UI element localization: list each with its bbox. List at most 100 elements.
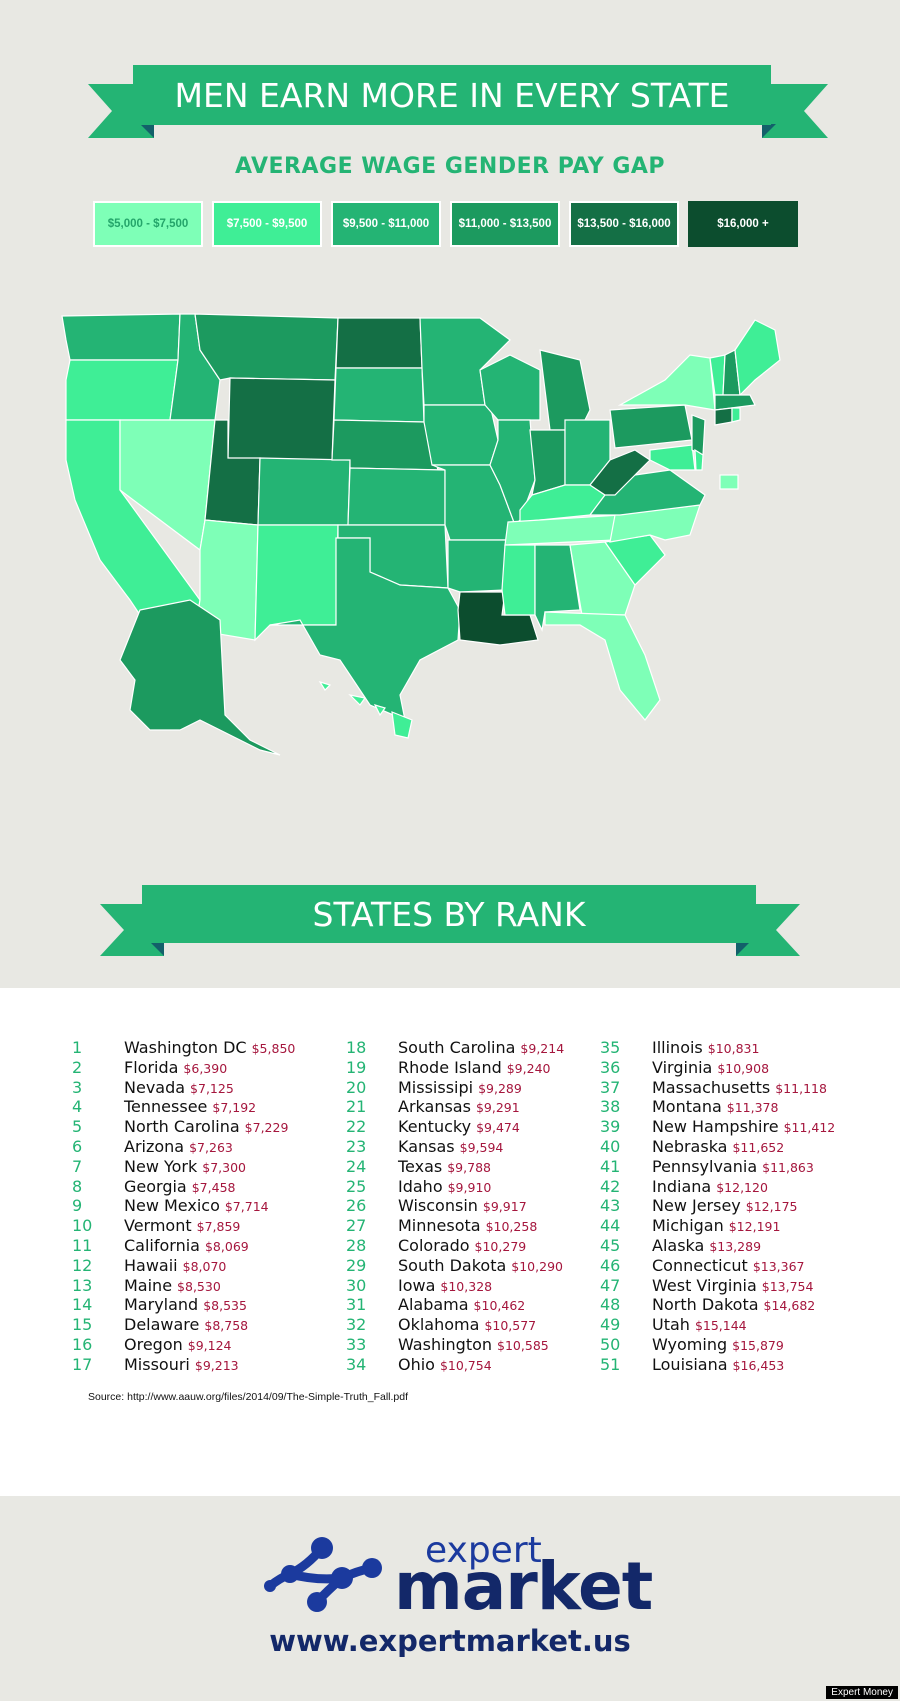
rank-row: 20 Mississipi $9,289 <box>346 1078 564 1098</box>
rank-number: 42 <box>600 1176 621 1196</box>
rank-number: 50 <box>600 1334 621 1354</box>
rank-number: 21 <box>346 1097 367 1117</box>
state-maryland <box>649 444 696 471</box>
rank-gap-value: $14,682 <box>763 1298 816 1314</box>
rank-state-name: Wyoming <box>652 1334 728 1354</box>
rank-state-name: Vermont <box>124 1216 192 1236</box>
legend-item-6: $16,000 + <box>688 201 798 247</box>
rank-number: 46 <box>600 1255 621 1275</box>
rank-gap-value: $6,390 <box>183 1060 228 1076</box>
state-wyoming <box>227 377 336 461</box>
rank-gap-value: $10,462 <box>473 1298 526 1314</box>
map-legend: $5,000 - $7,500 $7,500 - $9,500 $9,500 -… <box>93 201 798 247</box>
rank-row: 26 Wisconsin $9,917 <box>346 1196 564 1216</box>
rank-number: 38 <box>600 1097 621 1117</box>
rank-row: 27 Minnesota $10,258 <box>346 1216 564 1236</box>
rank-row: 30 Iowa $10,328 <box>346 1276 564 1296</box>
rank-number: 35 <box>600 1038 621 1057</box>
rank-state-name: Maine <box>124 1275 173 1295</box>
rank-state-name: Mississipi <box>398 1077 474 1097</box>
rank-number: 19 <box>346 1057 367 1077</box>
state-rhode-island <box>731 407 741 423</box>
rank-gap-value: $10,585 <box>497 1337 549 1353</box>
rank-row: 38 Montana $11,378 <box>600 1097 835 1117</box>
rank-row: 15 Delaware $8,758 <box>72 1315 295 1335</box>
rank-gap-value: $10,328 <box>440 1278 493 1294</box>
rank-gap-value: $8,070 <box>182 1258 227 1274</box>
rank-row: 41 Pennsylvania $11,863 <box>600 1157 835 1177</box>
state-north-dakota <box>335 317 423 369</box>
rank-number: 47 <box>600 1275 621 1295</box>
rank-state-name: Nebraska <box>652 1136 728 1156</box>
rank-number: 2 <box>72 1057 83 1077</box>
rank-row: 23 Kansas $9,594 <box>346 1137 564 1157</box>
rank-row: 9 New Mexico $7,714 <box>72 1196 295 1216</box>
rank-row: 22 Kentucky $9,474 <box>346 1117 564 1137</box>
rank-number: 27 <box>346 1216 367 1236</box>
state-connecticut <box>714 407 733 426</box>
rank-state-name: New Jersey <box>652 1196 741 1216</box>
rank-gap-value: $7,714 <box>224 1199 269 1215</box>
rank-state-name: Rhode Island <box>398 1057 502 1077</box>
rank-number: 40 <box>600 1136 621 1156</box>
rank-row: 51 Louisiana $16,453 <box>600 1355 835 1375</box>
rank-gap-value: $9,291 <box>475 1100 520 1116</box>
rank-number: 16 <box>72 1334 93 1354</box>
rank-state-name: New Mexico <box>124 1196 220 1216</box>
state-wisconsin <box>479 354 541 421</box>
rank-row: 43 New Jersey $12,175 <box>600 1196 835 1216</box>
rank-gap-value: $7,859 <box>196 1219 241 1235</box>
legend-item-3: $9,500 - $11,000 <box>331 201 441 247</box>
rank-state-name: Iowa <box>398 1275 436 1295</box>
rank-row: 35 Illinois $10,831 <box>600 1038 835 1058</box>
rank-state-name: Missouri <box>124 1354 190 1374</box>
rank-row: 39 New Hampshire $11,412 <box>600 1117 835 1137</box>
rank-gap-value: $7,300 <box>202 1159 247 1175</box>
rank-number: 49 <box>600 1315 621 1335</box>
rank-number: 6 <box>72 1136 83 1156</box>
rank-row: 10 Vermont $7,859 <box>72 1216 295 1236</box>
legend-item-1: $5,000 - $7,500 <box>93 201 203 247</box>
rank-number: 28 <box>346 1235 367 1255</box>
state-virginia <box>588 469 706 516</box>
state-texas <box>269 537 461 722</box>
rank-number: 32 <box>346 1315 367 1335</box>
rank-gap-value: $11,863 <box>762 1159 814 1175</box>
rank-number: 41 <box>600 1156 621 1176</box>
rank-state-name: Pennsylvania <box>652 1156 758 1176</box>
rank-state-name: Tennessee <box>124 1097 208 1117</box>
rank-gap-value: $8,535 <box>203 1298 247 1314</box>
rank-state-name: North Carolina <box>124 1117 240 1137</box>
state-new-york <box>617 354 716 411</box>
rank-gap-value: $9,213 <box>194 1357 239 1373</box>
legend-item-4: $11,000 - $13,500 <box>450 201 560 247</box>
rank-number: 20 <box>346 1077 367 1097</box>
state-hawaii <box>318 680 413 739</box>
rank-gap-value: $7,229 <box>244 1120 289 1136</box>
rank-row: 6 Arizona $7,263 <box>72 1137 295 1157</box>
rank-gap-value: $16,453 <box>732 1357 785 1373</box>
rank-row: 28 Colorado $10,279 <box>346 1236 564 1256</box>
rank-number: 8 <box>72 1176 83 1196</box>
rank-row: 42 Indiana $12,120 <box>600 1177 835 1197</box>
rank-state-name: California <box>124 1235 200 1255</box>
rank-gap-value: $13,754 <box>761 1278 814 1294</box>
rank-gap-value: $9,214 <box>520 1041 565 1056</box>
rank-gap-value: $7,125 <box>190 1080 234 1096</box>
rank-row: 7 New York $7,300 <box>72 1157 295 1177</box>
rank-row: 37 Massachusetts $11,118 <box>600 1078 835 1098</box>
rank-state-name: Delaware <box>124 1315 200 1335</box>
state-west-virginia <box>589 449 651 496</box>
rank-number: 7 <box>72 1156 83 1176</box>
rank-row: 18 South Carolina $9,214 <box>346 1038 564 1058</box>
rank-gap-value: $12,120 <box>716 1179 768 1195</box>
rank-row: 40 Nebraska $11,652 <box>600 1137 835 1157</box>
rank-row: 2 Florida $6,390 <box>72 1058 295 1078</box>
rank-state-name: Texas <box>398 1156 443 1176</box>
photo-credit: Expert Money <box>826 1686 898 1699</box>
rank-number: 12 <box>72 1255 93 1275</box>
site-url[interactable]: www.expertmarket.us <box>269 1624 631 1658</box>
rank-row: 5 North Carolina $7,229 <box>72 1117 295 1137</box>
rank-state-name: South Dakota <box>398 1255 507 1275</box>
legend-item-2: $7,500 - $9,500 <box>212 201 322 247</box>
